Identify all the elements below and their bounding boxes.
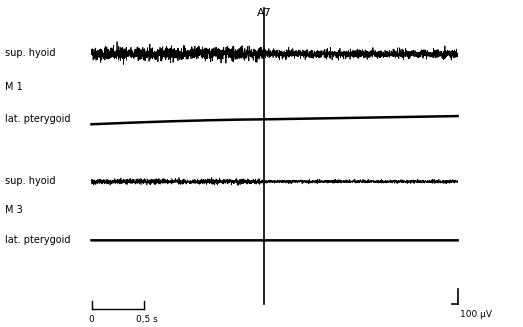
Text: M 3: M 3 (5, 205, 23, 215)
Text: lat. pterygoid: lat. pterygoid (5, 114, 71, 124)
Text: 100 μV: 100 μV (460, 310, 492, 319)
Text: M 1: M 1 (5, 82, 23, 92)
Text: A7: A7 (257, 8, 271, 18)
Text: lat. pterygoid: lat. pterygoid (5, 235, 71, 245)
Text: sup. hyoid: sup. hyoid (5, 177, 56, 186)
Text: 0,5 s: 0,5 s (135, 315, 157, 324)
Text: 0: 0 (89, 315, 94, 324)
Text: sup. hyoid: sup. hyoid (5, 48, 56, 58)
